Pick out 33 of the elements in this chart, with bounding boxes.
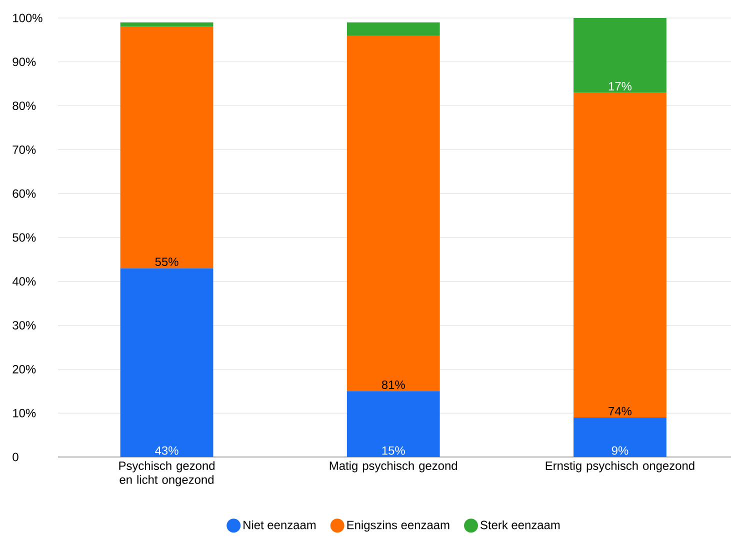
bar bbox=[120, 268, 214, 457]
legend-label: Niet eenzaam bbox=[244, 520, 316, 530]
bar bbox=[346, 22, 440, 36]
y-tick-label: 20% bbox=[12, 364, 36, 374]
x-tick-label: Matig psychisch gezond bbox=[330, 461, 458, 472]
x-tick-label: Ernstig psychisch ongezond bbox=[546, 461, 694, 472]
data-label: 9% bbox=[612, 446, 628, 455]
legend-label: Sterk eenzaam bbox=[480, 520, 560, 530]
data-label: 15% bbox=[382, 446, 405, 455]
bar bbox=[574, 18, 666, 93]
y-tick-label: 90% bbox=[12, 58, 36, 66]
y-tick-label: 40% bbox=[12, 277, 36, 286]
y-tick-label: 80% bbox=[12, 102, 36, 110]
bar bbox=[574, 92, 666, 418]
data-label: 17% bbox=[608, 82, 632, 90]
data-label: 81% bbox=[382, 380, 405, 389]
x-tick-label: Psychisch gezond en licht ongezond bbox=[119, 461, 214, 486]
y-tick-label: 50% bbox=[12, 233, 36, 242]
bar bbox=[346, 391, 440, 457]
bar bbox=[120, 26, 214, 268]
y-tick-label: 0 bbox=[12, 452, 18, 462]
y-tick-label: 100% bbox=[13, 14, 42, 22]
bar bbox=[574, 417, 666, 457]
y-tick-label: 10% bbox=[13, 408, 36, 418]
bar bbox=[120, 22, 214, 27]
data-label: 74% bbox=[608, 406, 632, 416]
y-tick-label: 30% bbox=[12, 321, 36, 330]
legend-label: Enigszins eenzaam bbox=[347, 520, 450, 532]
data-label: 43% bbox=[155, 446, 178, 455]
bar bbox=[346, 36, 440, 392]
y-tick-label: 60% bbox=[12, 189, 36, 198]
y-tick-label: 70% bbox=[12, 145, 36, 154]
data-label: 55% bbox=[155, 258, 178, 266]
